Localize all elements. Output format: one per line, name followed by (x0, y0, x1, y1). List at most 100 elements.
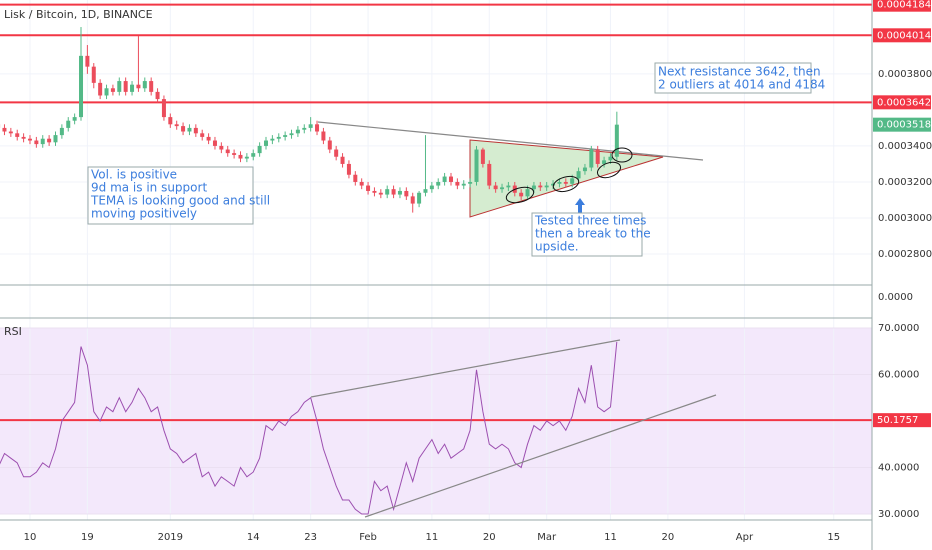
candle-body (551, 183, 556, 186)
candle-body (2, 127, 7, 132)
candle-body (391, 189, 396, 195)
candle-body (155, 91, 160, 100)
ellipse-marker (611, 147, 633, 163)
candle-body (149, 81, 154, 92)
candle-body (506, 185, 511, 188)
candle-body (187, 127, 192, 132)
candle-body (570, 178, 575, 184)
candle-body (98, 82, 103, 96)
candle-body (525, 189, 530, 197)
price-label: 50.1757 (877, 415, 918, 426)
annotation-text: moving positively (91, 207, 197, 221)
candle-body (251, 153, 256, 157)
candle-body (200, 133, 205, 137)
candle-body (455, 181, 460, 186)
candle-body (136, 84, 141, 89)
candle-body (15, 133, 20, 137)
candle-body (321, 131, 326, 141)
candle-body (614, 124, 619, 157)
candle-body (21, 136, 26, 139)
annotation-box (87, 166, 254, 225)
candle-body (589, 149, 594, 168)
annotation-box (654, 62, 812, 94)
candle-body (142, 81, 147, 89)
rsi-trend-line (310, 339, 621, 398)
candle-body (85, 55, 90, 67)
candle-body (276, 136, 281, 139)
candle-body (327, 140, 332, 150)
x-tick-label: Mar (537, 532, 557, 543)
candle-body (468, 181, 473, 184)
price-label-box (873, 117, 931, 132)
annotation-text: then a break to the (535, 227, 651, 241)
candle-body (487, 163, 492, 186)
x-tick-label: 2019 (158, 532, 183, 543)
candle-body (582, 167, 587, 172)
candle-body (359, 181, 364, 186)
candle-body (410, 196, 415, 204)
candle-body (519, 192, 524, 197)
x-tick-label: 20 (662, 532, 675, 543)
candle-body (66, 120, 71, 128)
candle-body (544, 185, 549, 188)
candle-body (423, 189, 428, 193)
x-tick-label: Apr (736, 532, 754, 543)
x-tick-label: 11 (604, 532, 617, 543)
volume-tick-label: 0.0000 (878, 292, 913, 303)
candle-body (283, 135, 288, 137)
trend-line (317, 121, 704, 161)
x-tick-label: 23 (304, 532, 317, 543)
candle-body (72, 117, 77, 121)
candle-body (244, 156, 249, 159)
candle-body (372, 190, 377, 193)
candle-body (289, 133, 294, 136)
candle-body (174, 124, 179, 127)
y-tick-label: 30.0000 (878, 509, 919, 520)
candle-body (219, 145, 224, 150)
candle-body (91, 66, 96, 83)
candle-body (397, 190, 402, 195)
candle-body (461, 183, 466, 186)
price-label: 0.0003518 (877, 120, 931, 131)
candle-body (270, 138, 275, 141)
candle-body (238, 154, 243, 159)
candle-body (110, 88, 115, 92)
annotation-text: 9d ma is in support (91, 181, 207, 195)
candle-body (346, 163, 351, 175)
candle-body (404, 190, 409, 197)
x-tick-label: 20 (483, 532, 496, 543)
ellipse-marker (596, 161, 622, 179)
candle-body (302, 127, 307, 130)
candle-body (315, 124, 320, 132)
candle-body (193, 127, 198, 134)
candle-body (436, 181, 441, 186)
x-tick-label: 19 (81, 532, 94, 543)
annotation-text: TEMA is looking good and still (90, 194, 270, 208)
x-tick-label: Feb (359, 532, 377, 543)
candle-body (8, 131, 13, 134)
rsi-title: RSI (4, 325, 22, 338)
candle-body (257, 145, 262, 154)
candle-body (168, 117, 173, 125)
candle-body (500, 187, 505, 190)
candle-body (225, 149, 230, 154)
y-tick-label: 60.0000 (878, 369, 919, 380)
candle-body (557, 181, 562, 184)
candle-body (340, 156, 345, 164)
annotation-box (531, 212, 643, 257)
annotation-text: 2 outliers at 4014 and 4184 (658, 78, 825, 92)
candle-body (576, 171, 581, 179)
candle-body (493, 185, 498, 190)
arrow (575, 198, 585, 213)
candle-body (47, 138, 52, 143)
price-label-box (873, 95, 931, 110)
x-tick-label: 14 (247, 532, 260, 543)
candle-body (595, 149, 600, 164)
candle-body (130, 84, 135, 92)
price-label-box (873, 0, 931, 12)
candle-body (602, 160, 607, 164)
annotation-text: Vol. is positive (91, 168, 177, 182)
candle-body (531, 185, 536, 190)
candle-body (27, 138, 32, 141)
